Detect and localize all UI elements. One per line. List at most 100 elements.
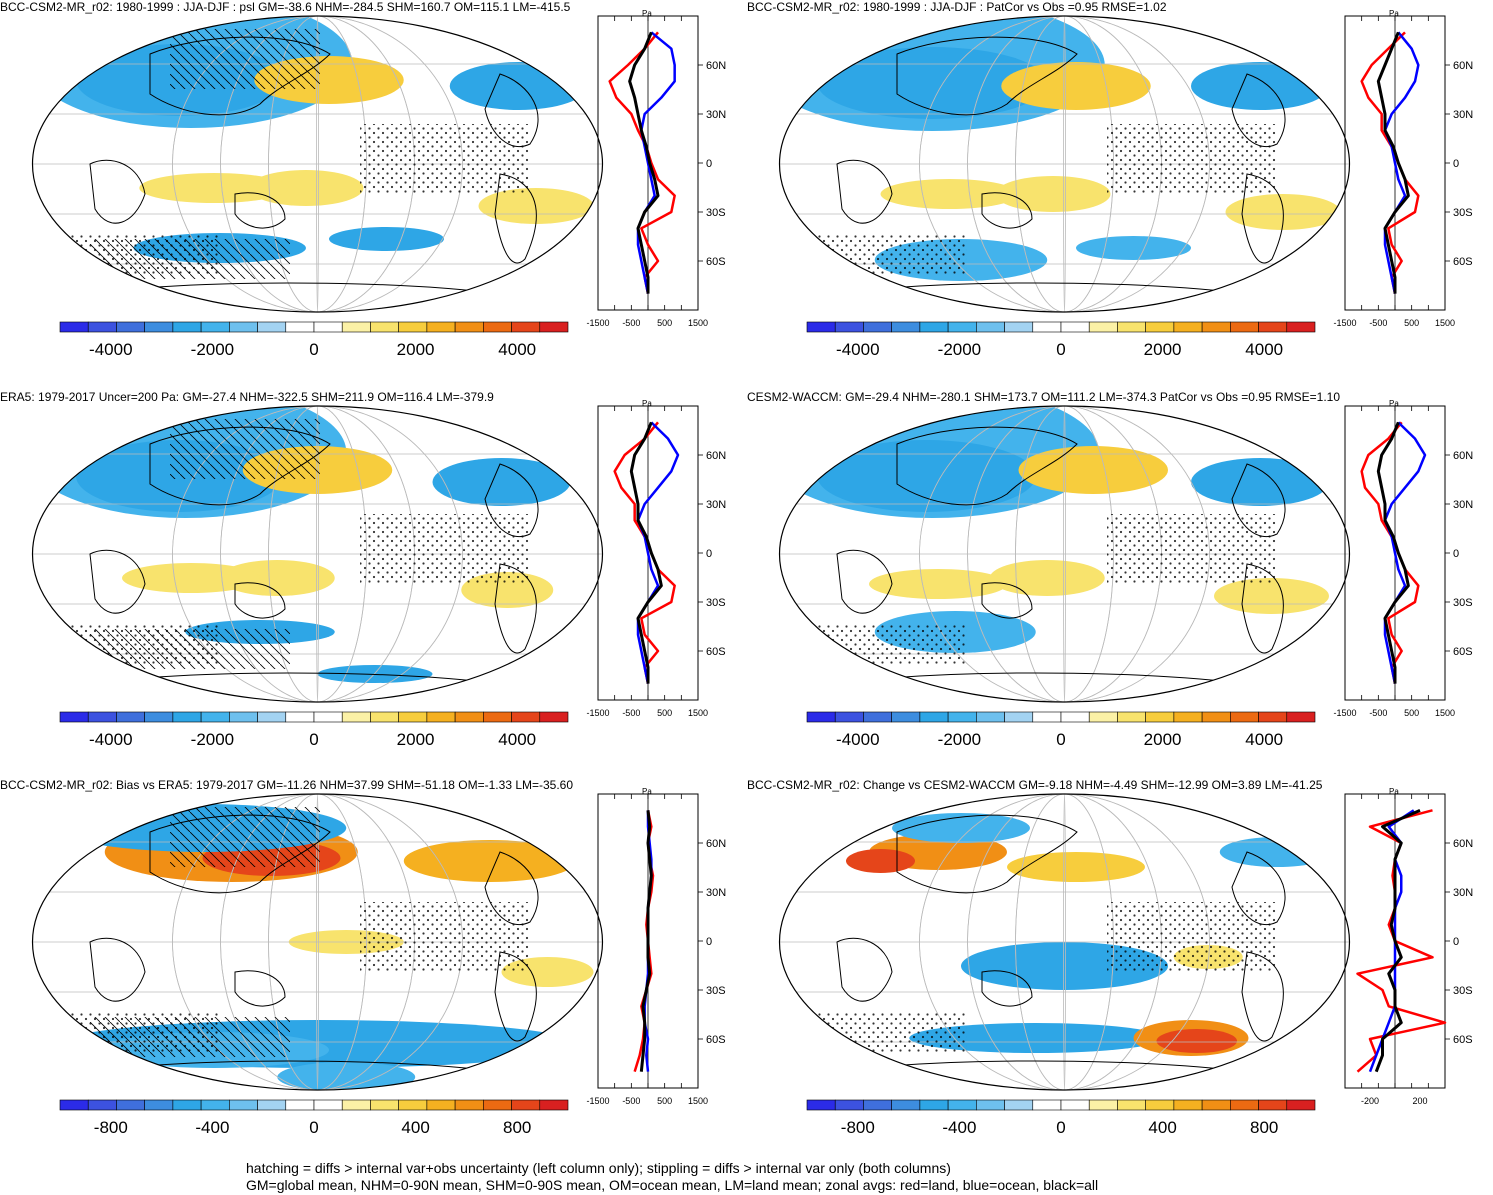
stippling-region — [1107, 902, 1277, 972]
anomaly-region — [1007, 852, 1145, 882]
stippling-region — [360, 514, 530, 584]
colorbar-label: -4000 — [836, 730, 879, 749]
colorbar-swatch — [1173, 1099, 1203, 1111]
anomaly-region — [869, 569, 1007, 599]
anomaly-region — [329, 227, 444, 251]
colorbar-swatch — [863, 321, 892, 333]
coastline — [1231, 851, 1286, 925]
longitude-gridline — [316, 406, 319, 702]
colorbar-swatch — [398, 1099, 428, 1111]
colorbar-swatch — [398, 711, 428, 723]
panel-title: BCC-CSM2-MR_r02: Bias vs ERA5: 1979-2017… — [0, 778, 574, 792]
colorbar-swatch — [1201, 711, 1231, 723]
lat-tick-label: 30N — [1453, 887, 1473, 899]
colorbar-swatch — [806, 1099, 836, 1111]
colorbar-swatch — [285, 321, 315, 333]
anomaly-region — [1214, 578, 1329, 614]
colorbar-swatch — [891, 321, 921, 333]
anomaly-region — [1076, 236, 1191, 260]
colorbar-swatch — [863, 711, 892, 723]
colorbar-swatch — [1230, 1099, 1259, 1111]
lat-tick-label: 60S — [706, 646, 726, 658]
coastline — [836, 549, 893, 614]
x-tick-label: -1500 — [586, 318, 609, 328]
coastline — [1231, 463, 1286, 537]
colorbar-swatch — [426, 711, 456, 723]
lat-tick-label: 30S — [706, 597, 726, 609]
colorbar-swatch — [257, 1099, 287, 1111]
colorbar-swatch — [1258, 321, 1288, 333]
colorbar-swatch — [229, 321, 258, 333]
coastline — [89, 549, 146, 614]
colorbar-swatch — [59, 1099, 89, 1111]
zonal-line-all — [1376, 421, 1410, 684]
colorbar-label: -400 — [942, 1118, 976, 1137]
coastline — [234, 970, 286, 1007]
longitude-gridline — [1063, 16, 1066, 312]
lat-tick-label: 0 — [706, 548, 712, 560]
zonal-line-ocean — [1383, 421, 1427, 684]
colorbar-label: 2000 — [397, 340, 435, 359]
colorbar-swatch — [1230, 711, 1259, 723]
colorbar-swatch — [87, 711, 117, 723]
x-tick-label: -1500 — [1333, 708, 1356, 718]
colorbar-label: 400 — [1148, 1118, 1176, 1137]
colorbar-swatch — [1286, 1099, 1316, 1111]
lat-tick-label: 30N — [706, 499, 726, 511]
colorbar-swatch — [511, 321, 541, 333]
colorbar-label: -4000 — [89, 340, 132, 359]
anomaly-region — [248, 170, 364, 206]
hatching-region — [170, 419, 320, 479]
anomaly-region — [1191, 458, 1329, 506]
coastline — [836, 937, 893, 1002]
footer-notes: hatching = diffs > internal var+obs unce… — [246, 1160, 1098, 1194]
colorbar-swatch — [834, 321, 864, 333]
colorbar-swatch — [891, 1099, 921, 1111]
lat-tick-label: 60S — [1453, 256, 1473, 268]
colorbar-label: -4000 — [89, 730, 132, 749]
x-tick-label: -1500 — [1333, 318, 1356, 328]
lat-tick-label: 30N — [706, 887, 726, 899]
colorbar-label: 4000 — [1245, 730, 1283, 749]
colorbar-swatch — [313, 1099, 343, 1111]
zonal-mean-profile: 60N 30N 0 30S 60S Pa -1500 -500 500 1500 — [586, 787, 726, 1106]
colorbar-swatch — [539, 711, 569, 723]
colorbar-swatch — [1145, 321, 1175, 333]
colorbar-swatch — [285, 711, 315, 723]
colorbar-swatch — [229, 711, 258, 723]
map-border — [31, 15, 604, 313]
colorbar-label: -2000 — [191, 340, 234, 359]
colorbar-swatch — [454, 321, 484, 333]
colorbar-swatch — [341, 711, 371, 723]
lat-tick-label: 30S — [1453, 207, 1473, 219]
unit-label: Pa — [1389, 9, 1399, 18]
colorbar-swatch — [1117, 1099, 1146, 1111]
colorbar-swatch — [285, 1099, 315, 1111]
colorbar-swatch — [426, 1099, 456, 1111]
panel-title: BCC-CSM2-MR_r02: 1980-1999 : JJA-DJF : p… — [0, 0, 571, 14]
colorbar-label: -4000 — [836, 340, 879, 359]
hatching-region — [90, 1017, 290, 1057]
panel-p6: BCC-CSM2-MR_r02: Change vs CESM2-WACCM G… — [747, 778, 1493, 1168]
x-tick-label: 1500 — [1435, 318, 1455, 328]
longitude-gridline — [316, 16, 319, 312]
coastline — [896, 426, 1078, 506]
colorbar-label: 400 — [401, 1118, 429, 1137]
colorbar-swatch — [976, 321, 1005, 333]
stippling-region — [360, 902, 530, 972]
stippling-region — [360, 124, 530, 194]
colorbar-swatch — [1258, 1099, 1288, 1111]
anomaly-region — [995, 176, 1111, 212]
colorbar-swatch — [1060, 711, 1090, 723]
colorbar-swatch — [919, 321, 949, 333]
zonal-mean-profile: 60N 30N 0 30S 60S Pa -1500 -500 500 1500 — [586, 399, 726, 718]
anomaly-region — [219, 560, 335, 596]
lat-tick-label: 60N — [706, 60, 726, 72]
coastline — [836, 159, 893, 224]
colorbar-label: 800 — [503, 1118, 531, 1137]
colorbar-label: 0 — [309, 1118, 318, 1137]
lat-tick-label: 60N — [1453, 838, 1473, 850]
panel-title: CESM2-WACCM: GM=-29.4 NHM=-280.1 SHM=173… — [747, 390, 1341, 404]
x-tick-label: -500 — [622, 318, 640, 328]
colorbar-swatch — [144, 711, 174, 723]
